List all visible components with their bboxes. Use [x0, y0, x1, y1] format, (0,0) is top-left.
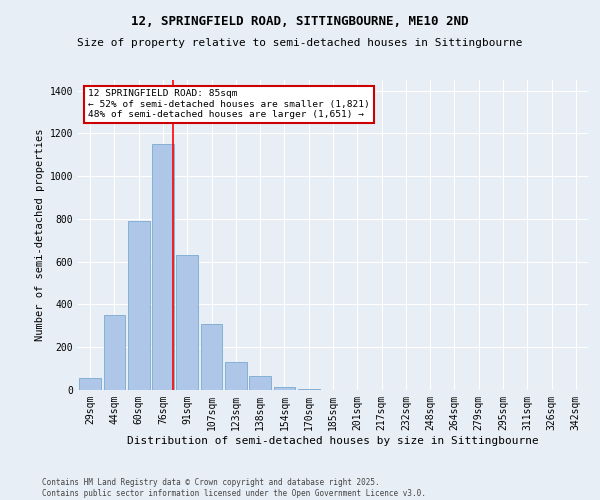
- Bar: [176, 256, 198, 390]
- Bar: [249, 376, 271, 390]
- Y-axis label: Number of semi-detached properties: Number of semi-detached properties: [35, 128, 46, 341]
- Text: 12 SPRINGFIELD ROAD: 85sqm
← 52% of semi-detached houses are smaller (1,821)
48%: 12 SPRINGFIELD ROAD: 85sqm ← 52% of semi…: [88, 90, 370, 119]
- Bar: [104, 315, 125, 390]
- Text: 12, SPRINGFIELD ROAD, SITTINGBOURNE, ME10 2ND: 12, SPRINGFIELD ROAD, SITTINGBOURNE, ME1…: [131, 15, 469, 28]
- Text: Contains HM Land Registry data © Crown copyright and database right 2025.
Contai: Contains HM Land Registry data © Crown c…: [42, 478, 426, 498]
- Bar: [298, 389, 320, 390]
- Bar: [225, 362, 247, 390]
- Text: Size of property relative to semi-detached houses in Sittingbourne: Size of property relative to semi-detach…: [77, 38, 523, 48]
- Bar: [79, 378, 101, 390]
- Bar: [274, 387, 295, 390]
- Bar: [152, 144, 174, 390]
- Bar: [128, 221, 149, 390]
- Bar: [200, 324, 223, 390]
- X-axis label: Distribution of semi-detached houses by size in Sittingbourne: Distribution of semi-detached houses by …: [127, 436, 539, 446]
